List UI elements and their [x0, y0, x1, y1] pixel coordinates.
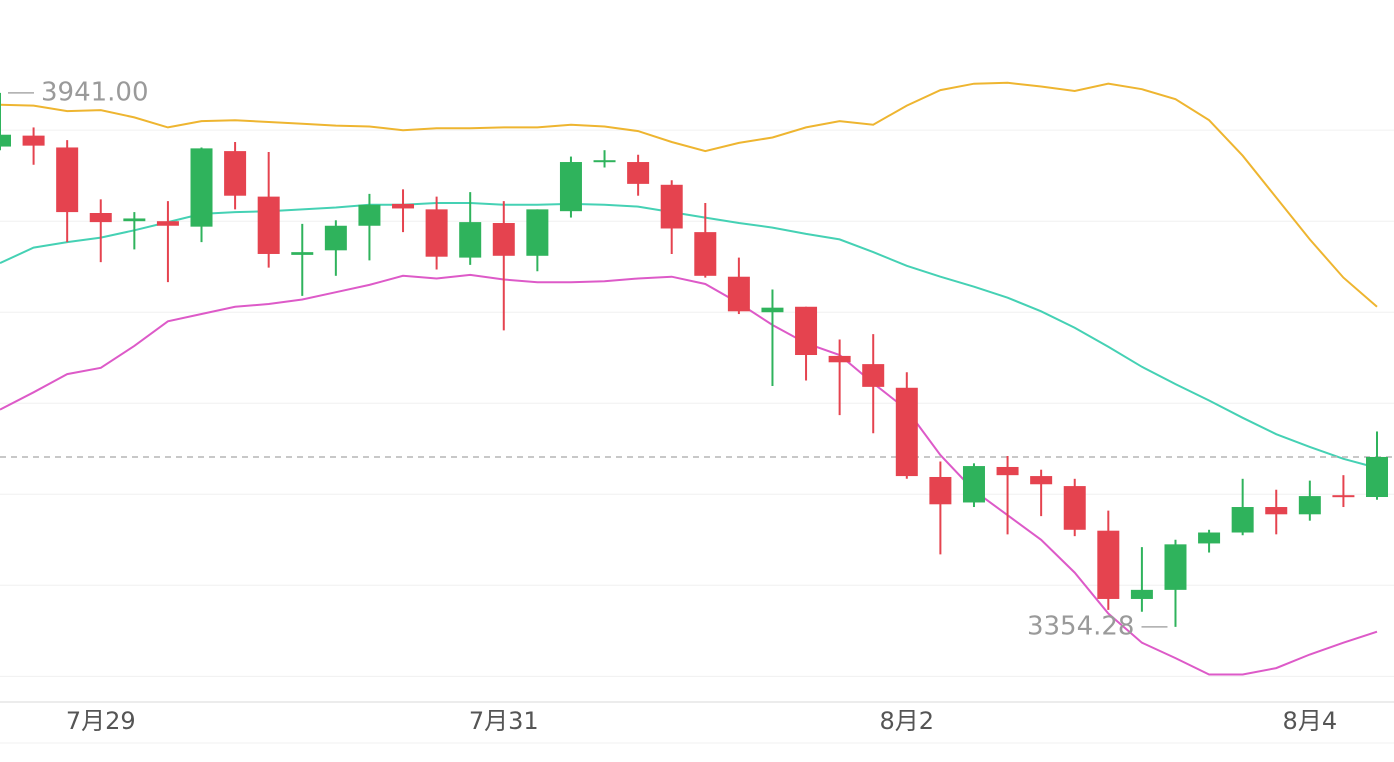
candle-body — [1231, 507, 1254, 533]
band-line — [0, 81, 1378, 308]
candle-body — [929, 476, 952, 505]
band-line — [0, 273, 1378, 676]
candle-body — [526, 209, 549, 256]
candle-body — [761, 307, 784, 313]
candle-body — [1198, 532, 1221, 544]
candle-body — [1030, 476, 1053, 485]
candle-body — [22, 135, 45, 146]
candle-body — [1298, 496, 1321, 515]
candle-body — [795, 306, 818, 356]
candle-body — [1063, 486, 1086, 530]
candle-body — [492, 223, 515, 256]
candle-body — [257, 196, 280, 254]
candle-body — [727, 276, 750, 312]
candle-body — [425, 209, 448, 257]
x-tick-label: 7月31 — [469, 707, 539, 735]
annotation-label: 3941.00 — [41, 77, 149, 107]
x-tick-label: 8月2 — [880, 707, 935, 735]
band-line — [0, 202, 1378, 469]
candle-body — [291, 252, 314, 255]
candle-body — [1164, 544, 1187, 590]
candle-body — [56, 147, 79, 213]
candle-body — [828, 355, 851, 363]
candle-body — [156, 221, 179, 226]
candle-body — [1130, 589, 1153, 599]
candle-body — [89, 213, 112, 223]
candle-body — [996, 466, 1019, 476]
candle-body — [324, 225, 347, 251]
candle-body — [459, 222, 482, 258]
candle-body — [862, 364, 885, 387]
candle-body — [123, 218, 146, 222]
candle-body — [1366, 456, 1388, 498]
candle-body — [593, 160, 616, 163]
candle-body — [1097, 530, 1120, 599]
candle-body — [962, 466, 985, 503]
candle-body — [1265, 507, 1288, 515]
candle-body — [392, 203, 415, 209]
candle-body — [224, 151, 247, 196]
candle-body — [694, 232, 717, 276]
candle-body — [358, 204, 381, 226]
annotation-label: 3354.28 — [1027, 611, 1135, 641]
candle-body — [0, 134, 11, 147]
candle-body — [190, 148, 213, 227]
candle-body — [627, 162, 650, 184]
candle-body — [660, 184, 683, 229]
x-tick-label: 7月29 — [66, 707, 136, 735]
x-tick-label: 8月4 — [1283, 707, 1338, 735]
candle-body — [559, 162, 582, 212]
candle-body — [895, 387, 918, 477]
candle-body — [1332, 495, 1355, 498]
